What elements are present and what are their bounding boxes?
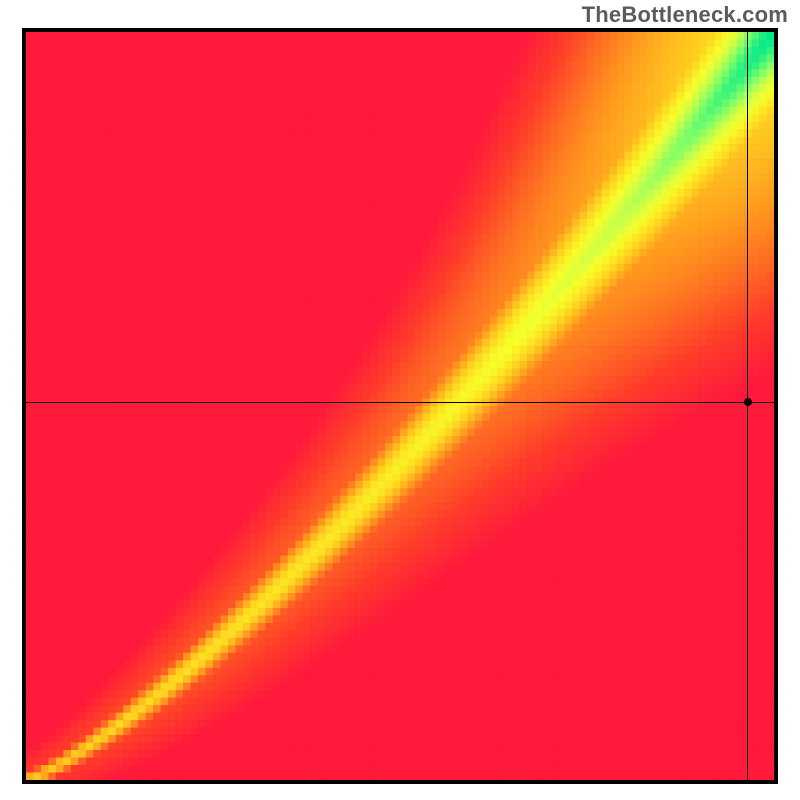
- watermark-text: TheBottleneck.com: [582, 2, 788, 28]
- plot-border: [22, 28, 778, 784]
- bottleneck-heatmap: [26, 32, 774, 780]
- crosshair-horizontal-line: [26, 402, 774, 403]
